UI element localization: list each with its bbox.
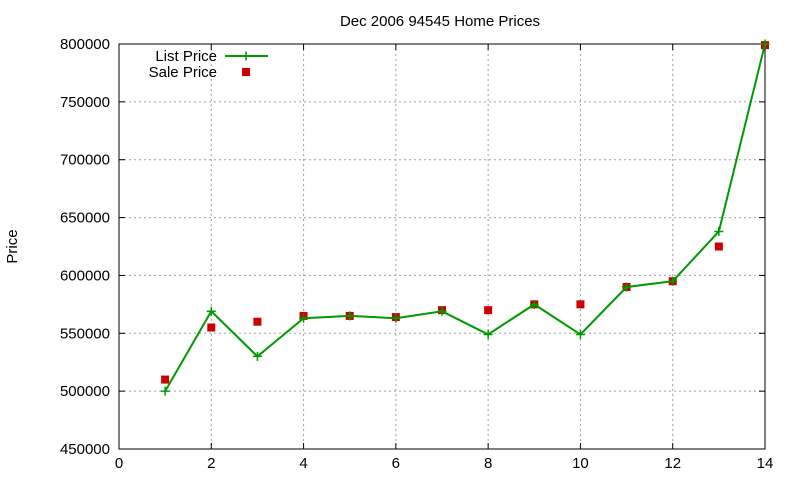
x-tick-label: 10: [572, 455, 589, 472]
x-tick-label: 14: [757, 455, 774, 472]
sale-price-point: [714, 242, 723, 251]
sale-price-point: [576, 300, 585, 309]
list-price-point: [345, 311, 355, 321]
list-price-point: [437, 306, 447, 316]
y-tick-label: 500000: [60, 383, 110, 400]
list-price-point: [714, 226, 724, 236]
y-tick-label: 750000: [60, 94, 110, 111]
x-tick-label: 8: [484, 455, 492, 472]
x-tick-label: 12: [664, 455, 681, 472]
y-tick-label: 650000: [60, 210, 110, 227]
x-tick-label: 4: [299, 455, 307, 472]
series-list-price: [160, 39, 770, 396]
plot-area: [118, 43, 766, 450]
y-tick-label: 700000: [60, 152, 110, 169]
x-tick-label: 0: [115, 455, 123, 472]
legend-marker-list-price: [241, 51, 251, 61]
list-price-line: [164, 43, 766, 392]
legend: List Price Sale Price: [149, 48, 268, 81]
list-price-point: [391, 313, 401, 323]
list-price-point: [483, 329, 493, 339]
y-tick-label: 450000: [60, 441, 110, 458]
sale-price-point: [207, 323, 216, 332]
legend-label-list-price: List Price: [155, 48, 217, 65]
chart-title: Dec 2006 94545 Home Prices: [340, 13, 540, 30]
list-price-point: [529, 299, 539, 309]
sale-price-point: [484, 306, 493, 315]
y-tick-label: 800000: [60, 36, 110, 53]
legend-marker-sale-price: [242, 68, 250, 76]
sale-price-point: [161, 375, 170, 384]
sale-price-point: [253, 317, 262, 326]
list-price-point: [252, 351, 262, 361]
series-layer: [160, 39, 770, 396]
list-price-point: [622, 282, 632, 292]
y-tick-label: 550000: [60, 325, 110, 342]
list-price-point: [206, 306, 216, 316]
list-price-point: [760, 39, 770, 49]
list-price-point: [575, 329, 585, 339]
axis-ticks: 0 2 4 6 8 10 12 14 450000 500000 550000 600000 65000…: [60, 36, 773, 472]
grid-lines: [119, 44, 765, 449]
list-price-point: [160, 386, 170, 396]
list-price-point: [668, 276, 678, 286]
series-sale-price: [161, 41, 769, 384]
x-tick-label: 2: [207, 455, 215, 472]
list-price-point: [299, 313, 309, 323]
legend-label-sale-price: Sale Price: [149, 64, 217, 81]
y-tick-label: 600000: [60, 267, 110, 284]
x-tick-label: 6: [392, 455, 400, 472]
y-axis-label: Price: [4, 229, 21, 263]
